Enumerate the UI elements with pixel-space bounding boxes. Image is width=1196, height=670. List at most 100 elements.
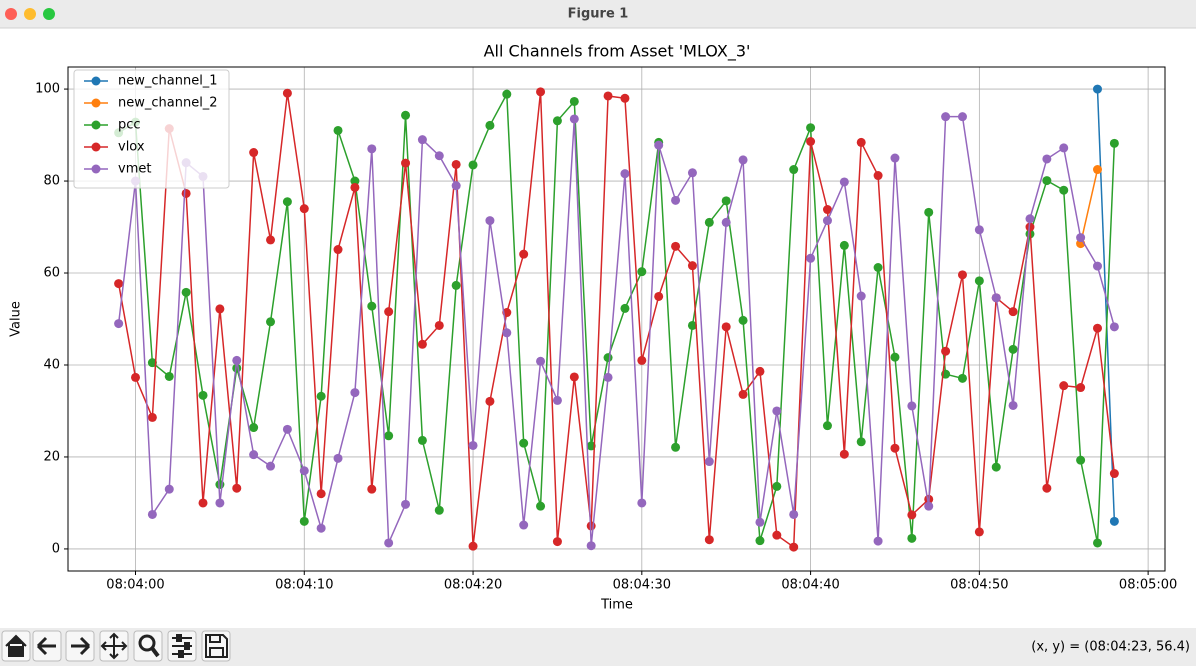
data-point xyxy=(198,498,208,508)
data-point xyxy=(755,366,765,376)
x-tick-label: 08:04:10 xyxy=(275,578,333,593)
forward-button[interactable] xyxy=(65,630,95,662)
data-point xyxy=(1008,307,1018,317)
data-point xyxy=(384,307,394,317)
data-point xyxy=(333,245,343,255)
data-point xyxy=(485,216,495,226)
y-tick-label: 0 xyxy=(52,541,60,556)
save-button[interactable] xyxy=(201,630,231,662)
data-point xyxy=(586,441,596,451)
data-point xyxy=(552,395,562,405)
data-point xyxy=(536,501,546,511)
x-tick-label: 08:04:40 xyxy=(781,578,839,593)
data-point xyxy=(249,450,259,460)
data-point xyxy=(316,489,326,499)
data-point xyxy=(552,537,562,547)
legend-marker xyxy=(91,142,101,152)
data-point xyxy=(417,135,427,145)
data-point xyxy=(924,207,934,217)
data-point xyxy=(266,461,276,471)
data-point xyxy=(873,171,883,181)
data-point xyxy=(974,527,984,537)
data-point xyxy=(350,182,360,192)
close-button[interactable] xyxy=(5,8,17,20)
data-point xyxy=(941,346,951,356)
data-point xyxy=(839,449,849,459)
data-point xyxy=(721,217,731,227)
data-point xyxy=(974,225,984,235)
data-point xyxy=(806,253,816,263)
data-point xyxy=(181,188,191,198)
legend-marker xyxy=(91,76,101,86)
data-point xyxy=(164,484,174,494)
data-point xyxy=(434,151,444,161)
data-point xyxy=(552,116,562,126)
data-point xyxy=(890,443,900,453)
data-point xyxy=(687,168,697,178)
data-point xyxy=(164,371,174,381)
x-tick-label: 08:04:50 xyxy=(950,578,1008,593)
data-point xyxy=(772,481,782,491)
data-point xyxy=(603,353,613,363)
data-point xyxy=(704,457,714,467)
data-point xyxy=(181,287,191,297)
data-point xyxy=(215,498,225,508)
x-tick-label: 08:04:00 xyxy=(106,578,164,593)
axes-frame xyxy=(67,66,1166,572)
legend-label: new_channel_1 xyxy=(118,74,218,89)
data-point xyxy=(856,137,866,147)
back-button[interactable] xyxy=(32,630,62,662)
data-point xyxy=(957,373,967,383)
data-point xyxy=(1092,261,1102,271)
data-point xyxy=(1109,138,1119,148)
data-point xyxy=(468,440,478,450)
data-point xyxy=(671,442,681,452)
data-point xyxy=(654,140,664,150)
data-point xyxy=(1076,233,1086,243)
data-point xyxy=(1025,214,1035,224)
data-point xyxy=(569,114,579,124)
data-point xyxy=(1092,323,1102,333)
data-point xyxy=(519,249,529,259)
data-point xyxy=(147,509,157,519)
zoom-button[interactable] xyxy=(43,8,55,20)
data-point xyxy=(282,88,292,98)
data-point xyxy=(198,390,208,400)
data-point xyxy=(299,466,309,476)
data-point xyxy=(738,315,748,325)
data-point xyxy=(822,216,832,226)
data-point xyxy=(434,320,444,330)
data-point xyxy=(114,319,124,329)
data-point xyxy=(316,523,326,533)
data-point xyxy=(1076,455,1086,465)
data-point xyxy=(1059,143,1069,153)
data-point xyxy=(873,262,883,272)
data-point xyxy=(974,276,984,286)
data-point xyxy=(721,196,731,206)
data-point xyxy=(299,516,309,526)
data-point xyxy=(789,542,799,552)
data-point xyxy=(637,355,647,365)
configure-button[interactable] xyxy=(167,630,197,662)
pan-button[interactable] xyxy=(99,630,129,662)
data-point xyxy=(249,148,259,158)
data-point xyxy=(114,279,124,289)
data-point xyxy=(401,110,411,120)
data-point xyxy=(755,517,765,527)
data-point xyxy=(839,240,849,250)
data-point xyxy=(1042,176,1052,186)
data-point xyxy=(147,358,157,368)
data-point xyxy=(704,217,714,227)
data-point xyxy=(1109,469,1119,479)
data-point xyxy=(856,291,866,301)
data-point xyxy=(367,144,377,154)
data-point xyxy=(1059,185,1069,195)
data-point xyxy=(434,505,444,515)
zoom-tool-button[interactable] xyxy=(133,630,163,662)
data-point xyxy=(367,484,377,494)
minimize-button[interactable] xyxy=(24,8,36,20)
data-point xyxy=(502,89,512,99)
home-button[interactable] xyxy=(1,630,31,662)
data-point xyxy=(890,352,900,362)
y-tick-label: 40 xyxy=(43,357,60,372)
